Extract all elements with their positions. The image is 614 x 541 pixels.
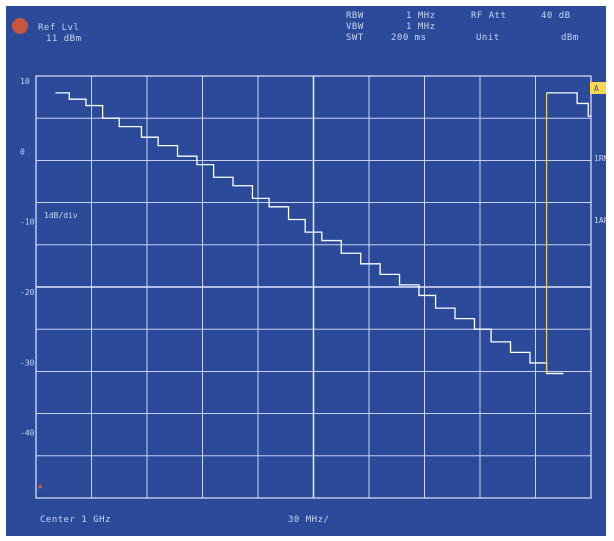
unit-value: dBm (561, 33, 579, 43)
scale-label: 1dB/div (44, 211, 78, 220)
rf-att-label: RF Att (471, 11, 507, 21)
span-label: 30 MHz/ (288, 515, 330, 525)
trace-badge-box (590, 82, 606, 94)
swt-label: SWT (346, 33, 364, 43)
y-tick-label: -20 (20, 288, 35, 297)
y-tick-labels: 10 0 -10 -20 -30 -40 (20, 77, 35, 438)
swt-value: 200 ms (391, 33, 427, 43)
unit-label: Unit (476, 33, 500, 43)
rbw-label: RBW (346, 11, 364, 21)
y-tick-label: 10 (20, 77, 30, 86)
analyzer-screen: Ref Lvl 11 dBm RBW 1 MHz VBW 1 MHz SWT 2… (6, 6, 606, 536)
marker-logo-icon (12, 18, 28, 34)
trace-badge: A (594, 84, 599, 93)
right-label-top: 1RM (594, 154, 606, 163)
ref-level-value: 11 dBm (46, 34, 82, 44)
spectrum-plot: 10 0 -10 -20 -30 -40 ▲ A 1dB/div 1RM 1AP (20, 75, 606, 499)
trace-series-2 (566, 92, 591, 117)
center-frequency-label: Center 1 GHz (40, 515, 112, 525)
rbw-value: 1 MHz (406, 11, 436, 21)
vbw-value: 1 MHz (406, 22, 436, 32)
grid-layer (35, 75, 592, 499)
rf-att-value: 40 dB (541, 11, 571, 21)
y-tick-label: -40 (20, 429, 35, 438)
ref-level-label: Ref Lvl (38, 23, 80, 33)
bottom-left-marker-icon: ▲ (38, 481, 43, 490)
trace-layer: ▲ (38, 92, 591, 490)
y-tick-label: 0 (20, 147, 25, 156)
right-label-mid: 1AP (594, 216, 606, 225)
vbw-label: VBW (346, 22, 364, 32)
y-tick-label: -10 (20, 218, 35, 227)
y-tick-label: -30 (20, 358, 35, 367)
trace-series-1 (55, 92, 564, 375)
